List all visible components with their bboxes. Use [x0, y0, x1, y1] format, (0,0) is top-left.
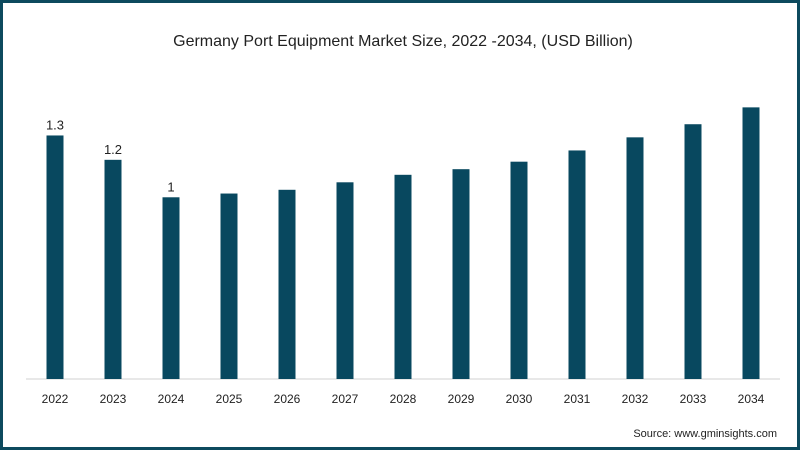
x-tick-2022: 2022 [42, 392, 69, 406]
bar-2030 [510, 161, 528, 379]
bar-2028 [394, 174, 412, 379]
x-tick-2033: 2033 [680, 392, 707, 406]
chart-title: Germany Port Equipment Market Size, 2022… [173, 33, 633, 50]
source-note: Source: www.gminsights.com [633, 428, 777, 440]
bar-2027 [336, 182, 354, 379]
x-tick-2029: 2029 [448, 392, 475, 406]
x-tick-2023: 2023 [100, 392, 127, 406]
bar-2032 [626, 137, 644, 379]
data-label-2022: 1.3 [46, 117, 64, 132]
bar-2034 [742, 107, 760, 379]
x-tick-2027: 2027 [332, 392, 359, 406]
bar-2022 [46, 135, 64, 379]
bar-2031 [568, 150, 586, 379]
x-tick-2024: 2024 [158, 392, 185, 406]
x-tick-2032: 2032 [622, 392, 649, 406]
x-tick-2026: 2026 [274, 392, 301, 406]
x-tick-2030: 2030 [506, 392, 533, 406]
bar-chart: 1.3 1.2 1 2022 2023 2024 2025 2026 2027 2028 2029… [26, 107, 780, 406]
bar-2033 [684, 124, 702, 379]
bar-2026 [278, 189, 296, 379]
x-tick-2034: 2034 [738, 392, 765, 406]
x-tick-2028: 2028 [390, 392, 417, 406]
data-label-2024: 1 [167, 179, 174, 194]
bar-2025 [220, 193, 238, 379]
x-tick-2031: 2031 [564, 392, 591, 406]
bar-2023 [104, 159, 122, 379]
data-label-2023: 1.2 [104, 142, 122, 157]
bar-2029 [452, 169, 470, 379]
x-tick-2025: 2025 [216, 392, 243, 406]
bar-2024 [162, 197, 180, 379]
